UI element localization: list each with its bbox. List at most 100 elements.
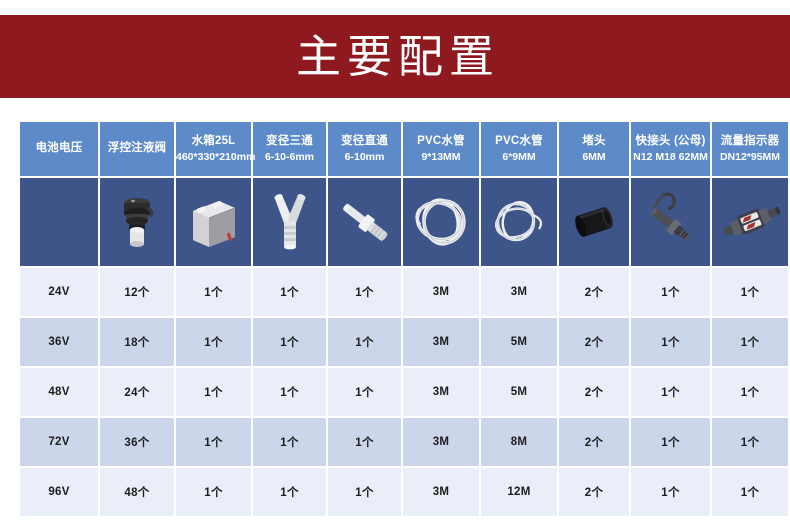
cell-battery-voltage: 36V [20,318,98,366]
cell-pvc-hose-small: 5M [481,368,557,416]
product-image-cell-flow-indicator [712,178,788,266]
column-header-line1: PVC水管 [417,135,465,148]
cell-pvc-hose-small: 12M [481,468,557,516]
column-header-line2: 6-10-6mm [264,150,315,163]
pvc-hose-coil-small-icon [481,178,557,266]
cell-float-valve: 12个 [100,268,174,316]
column-header-line1: 流量指示器 [720,135,780,148]
end-plug-icon [559,178,629,266]
column-header-line1: 浮控注液阀 [107,142,167,155]
cell-pvc-hose-large: 3M [403,418,479,466]
table-row: 48V 24个 1个 1个 1个 3M 5M 2个 1个 1个 [20,368,788,416]
cell-reducing-tee: 1个 [253,468,326,516]
cell-quick-coupler: 1个 [631,418,710,466]
column-header-pvc-hose-small: PVC水管 6*9MM [481,122,557,176]
product-image-cell-empty [20,178,98,266]
table-header-row: 电池电压 浮控注液阀 水箱25L 460*330*210mm 变径三通 6-10… [20,122,788,176]
cell-reducing-straight: 1个 [328,268,401,316]
column-header-float-valve: 浮控注液阀 [100,122,174,176]
table-body: 24V 12个 1个 1个 1个 3M 3M 2个 1个 1个 36V 18个 … [20,178,788,516]
cell-pvc-hose-large: 3M [403,268,479,316]
column-header-line2: N12 M18 62MM [633,150,708,163]
cell-battery-voltage: 96V [20,468,98,516]
column-header-end-plug: 堵头 6MM [559,122,629,176]
cell-pvc-hose-large: 3M [403,468,479,516]
cell-reducing-tee: 1个 [253,318,326,366]
float-valve-icon [100,178,174,266]
empty-image-placeholder [20,178,98,266]
cell-battery-voltage: 72V [20,418,98,466]
product-image-cell-float-valve [100,178,174,266]
cell-quick-coupler: 1个 [631,268,710,316]
cell-pvc-hose-large: 3M [403,368,479,416]
column-header-reducing-straight: 变径直通 6-10mm [328,122,401,176]
product-image-cell-pvc-hose-small [481,178,557,266]
y-tee-connector-icon [253,178,326,266]
cell-pvc-hose-small: 8M [481,418,557,466]
column-header-line2: 9*13MM [421,150,461,163]
product-image-row [20,178,788,266]
cell-water-tank: 1个 [176,468,251,516]
column-header-line1: 变径直通 [341,135,388,148]
column-header-line1: 变径三通 [266,135,313,148]
column-header-line1: 堵头 [582,135,606,148]
column-header-line2: 6-10mm [344,150,385,163]
pvc-hose-coil-large-icon [403,178,479,266]
cell-reducing-straight: 1个 [328,468,401,516]
column-header-reducing-tee: 变径三通 6-10-6mm [253,122,326,176]
water-tank-icon [176,178,251,266]
cell-reducing-straight: 1个 [328,318,401,366]
cell-flow-indicator: 1个 [712,368,788,416]
product-image-cell-pvc-hose-large [403,178,479,266]
cell-pvc-hose-small: 5M [481,318,557,366]
cell-end-plug: 2个 [559,318,629,366]
column-header-line1: 快接头 (公母) [635,135,706,148]
cell-flow-indicator: 1个 [712,268,788,316]
column-header-line2: 460*330*210mm [176,150,256,163]
table-row: 96V 48个 1个 1个 1个 3M 12M 2个 1个 1个 [20,468,788,516]
product-image-cell-water-tank [176,178,251,266]
cell-water-tank: 1个 [176,368,251,416]
column-header-line1: PVC水管 [495,135,543,148]
cell-reducing-tee: 1个 [253,418,326,466]
flow-indicator-icon [712,178,788,266]
cell-water-tank: 1个 [176,318,251,366]
cell-reducing-tee: 1个 [253,368,326,416]
cell-battery-voltage: 24V [20,268,98,316]
cell-quick-coupler: 1个 [631,468,710,516]
cell-flow-indicator: 1个 [712,318,788,366]
cell-float-valve: 36个 [100,418,174,466]
cell-end-plug: 2个 [559,268,629,316]
column-header-battery-voltage: 电池电压 [20,122,98,176]
column-header-line2: 6*9MM [502,150,536,163]
cell-reducing-tee: 1个 [253,268,326,316]
column-header-line2: DN12*95MM [719,150,781,163]
product-image-cell-end-plug [559,178,629,266]
table-row: 24V 12个 1个 1个 1个 3M 3M 2个 1个 1个 [20,268,788,316]
cell-float-valve: 48个 [100,468,174,516]
cell-pvc-hose-small: 3M [481,268,557,316]
product-image-cell-reducing-straight [328,178,401,266]
cell-float-valve: 24个 [100,368,174,416]
table-row: 72V 36个 1个 1个 1个 3M 8M 2个 1个 1个 [20,418,788,466]
column-header-line1: 水箱25L [191,135,236,148]
product-image-cell-quick-coupler [631,178,710,266]
cell-pvc-hose-large: 3M [403,318,479,366]
table-header: 电池电压 浮控注液阀 水箱25L 460*330*210mm 变径三通 6-10… [20,122,788,176]
page-title: 主要配置 [295,30,500,83]
product-image-cell-reducing-tee [253,178,326,266]
column-header-water-tank: 水箱25L 460*330*210mm [176,122,256,176]
cell-reducing-straight: 1个 [328,368,401,416]
cell-quick-coupler: 1个 [631,318,710,366]
straight-connector-icon [328,178,401,266]
spec-table-wrapper: 电池电压 浮控注液阀 水箱25L 460*330*210mm 变径三通 6-10… [18,120,788,518]
column-header-quick-coupler: 快接头 (公母) N12 M18 62MM [631,122,710,176]
cell-battery-voltage: 48V [20,368,98,416]
column-header-line2: 6MM [582,150,606,163]
cell-water-tank: 1个 [176,268,251,316]
cell-quick-coupler: 1个 [631,368,710,416]
cell-end-plug: 2个 [559,418,629,466]
table-row: 36V 18个 1个 1个 1个 3M 5M 2个 1个 1个 [20,318,788,366]
cell-flow-indicator: 1个 [712,468,788,516]
